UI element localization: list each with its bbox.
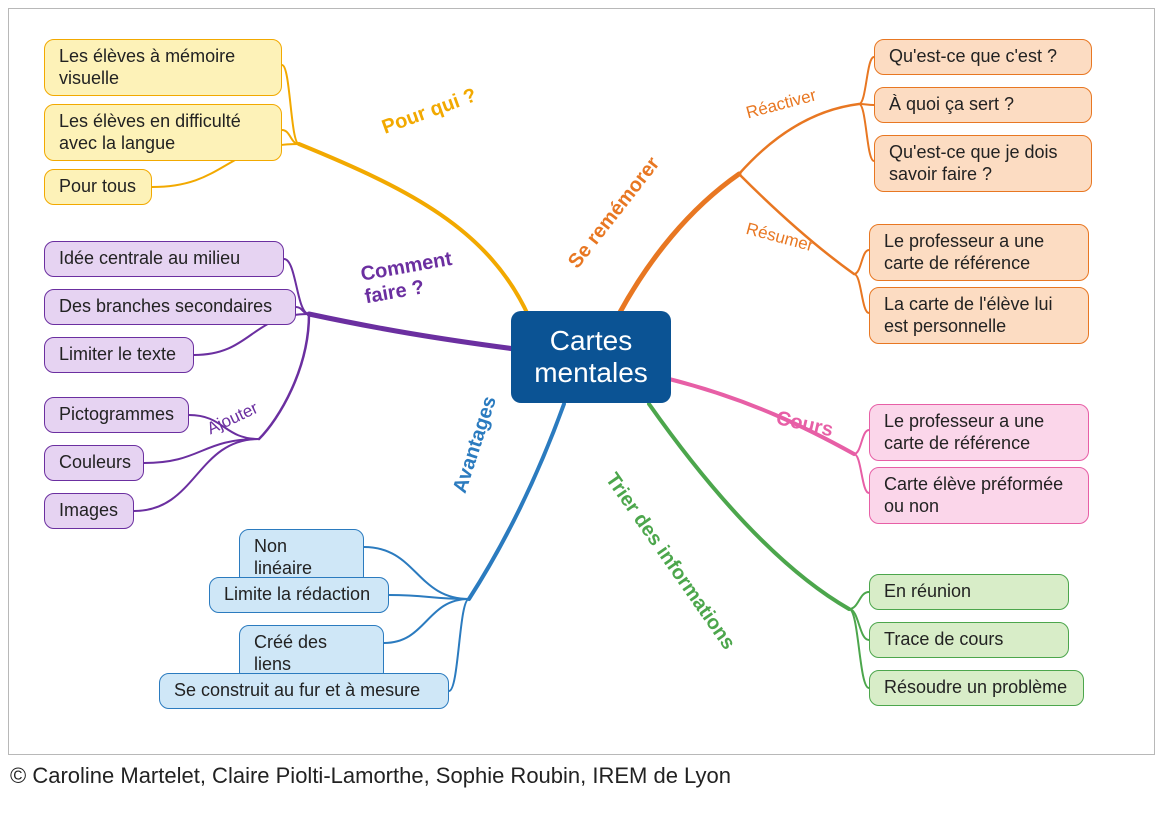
sub-label-rememorer-1: Résumer bbox=[744, 219, 816, 256]
node-pour-qui-0: Les élèves à mémoire visuelle bbox=[44, 39, 282, 96]
branch-label-pour-qui: Pour qui ? bbox=[379, 84, 480, 139]
node-avantages-1: Limite la rédaction bbox=[209, 577, 389, 613]
branch-label-cours: Cours bbox=[774, 407, 835, 442]
node-comment-faire-1: Des branches secondaires bbox=[44, 289, 296, 325]
node-trier-2: Résoudre un problème bbox=[869, 670, 1084, 706]
node-comment-faire-2: Limiter le texte bbox=[44, 337, 194, 373]
center-node: Cartesmentales bbox=[511, 311, 671, 403]
node-cours-1: Carte élève préformée ou non bbox=[869, 467, 1089, 524]
branch-label-trier: Trier des informations bbox=[600, 469, 739, 654]
branch-label-comment-faire: Commentfaire ? bbox=[359, 248, 458, 309]
node-comment-faire-0: Idée centrale au milieu bbox=[44, 241, 284, 277]
credit-text: © Caroline Martelet, Claire Piolti-Lamor… bbox=[10, 763, 731, 789]
node-rememorer-s1-1: La carte de l'élève lui est personnelle bbox=[869, 287, 1089, 344]
branch-label-rememorer: Se remémorer bbox=[564, 153, 665, 273]
mindmap-canvas: Cartesmentales Pour qui ? Les élèves à mé… bbox=[0, 0, 1161, 813]
node-cours-0: Le professeur a une carte de référence bbox=[869, 404, 1089, 461]
node-trier-1: Trace de cours bbox=[869, 622, 1069, 658]
node-rememorer-s0-0: Qu'est-ce que c'est ? bbox=[874, 39, 1092, 75]
branch-label-avantages: Avantages bbox=[449, 393, 502, 496]
node-comment-faire-sub-2: Images bbox=[44, 493, 134, 529]
sub-label-rememorer-0: Réactiver bbox=[744, 85, 819, 123]
node-comment-faire-sub-1: Couleurs bbox=[44, 445, 144, 481]
node-trier-0: En réunion bbox=[869, 574, 1069, 610]
mindmap-frame: Cartesmentales Pour qui ? Les élèves à mé… bbox=[8, 8, 1155, 755]
node-avantages-3: Se construit au fur et à mesure bbox=[159, 673, 449, 709]
node-comment-faire-sub-0: Pictogrammes bbox=[44, 397, 189, 433]
node-pour-qui-1: Les élèves en difficulté avec la langue bbox=[44, 104, 282, 161]
node-rememorer-s0-1: À quoi ça sert ? bbox=[874, 87, 1092, 123]
node-rememorer-s1-0: Le professeur a une carte de référence bbox=[869, 224, 1089, 281]
sub-label-comment-faire: Ajouter bbox=[204, 398, 261, 439]
node-rememorer-s0-2: Qu'est-ce que je dois savoir faire ? bbox=[874, 135, 1092, 192]
node-pour-qui-2: Pour tous bbox=[44, 169, 152, 205]
